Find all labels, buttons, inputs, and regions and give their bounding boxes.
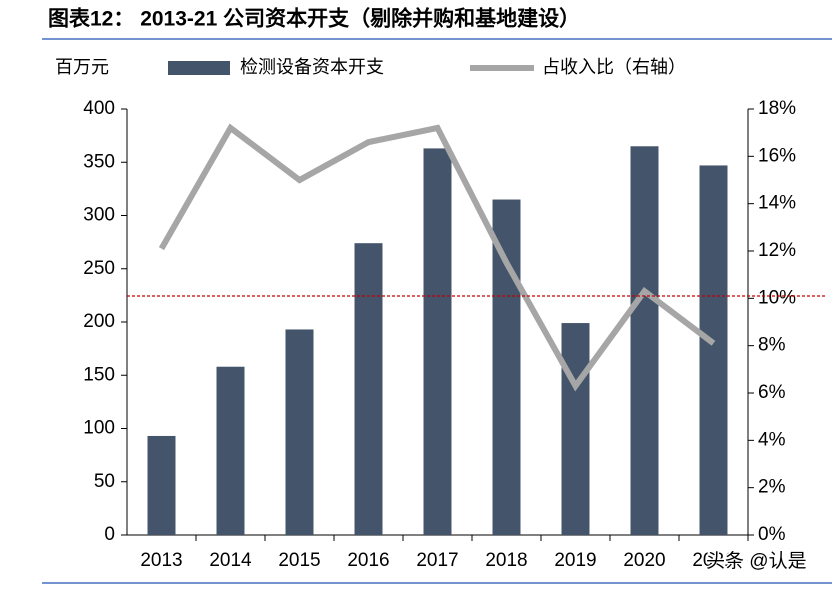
y2-tick-label: 12%: [758, 240, 796, 261]
x-tick-label: 2015: [278, 550, 320, 571]
y2-tick-label: 10%: [758, 287, 796, 308]
y2-tick-label: 4%: [758, 429, 786, 450]
x-tick-label: 2021: [692, 550, 734, 571]
y2-tick-label: 2%: [758, 477, 786, 498]
bar: [699, 165, 728, 535]
legend-swatch: [168, 61, 230, 75]
y-tick-label: 50: [94, 471, 115, 492]
y-tick-label: 150: [83, 364, 115, 385]
y-tick-label: 200: [83, 311, 115, 332]
bar: [561, 323, 590, 535]
y-tick-label: 300: [83, 205, 115, 226]
y2-tick-label: 0%: [758, 524, 786, 545]
y2-tick-label: 14%: [758, 193, 796, 214]
x-tick-label: 2018: [485, 550, 527, 571]
x-tick-label: 2013: [140, 550, 182, 571]
y-tick-label: 100: [83, 418, 115, 439]
chart-title: 图表12： 2013-21 公司资本开支（剔除并购和基地建设）: [48, 7, 580, 31]
x-tick-label: 2014: [209, 550, 252, 571]
legend-label: 占收入比（右轴）: [542, 57, 686, 77]
y-tick-label: 350: [83, 151, 115, 172]
x-tick-label: 2016: [347, 550, 389, 571]
x-tick-label: 2020: [623, 550, 665, 571]
y2-tick-label: 16%: [758, 145, 796, 166]
bar: [285, 329, 314, 535]
bar: [423, 148, 452, 535]
bar: [492, 199, 521, 535]
x-tick-label: 2017: [416, 550, 458, 571]
y-axis-label: 百万元: [55, 57, 109, 77]
watermark: 头条 @认是: [706, 550, 807, 572]
x-tick-label: 2019: [554, 550, 596, 571]
legend-label: 检测设备资本开支: [240, 57, 384, 77]
bar: [630, 146, 659, 535]
bar: [216, 366, 245, 535]
y-tick-label: 250: [83, 258, 115, 279]
y2-tick-label: 8%: [758, 335, 786, 356]
y-tick-label: 400: [83, 98, 115, 119]
line: [158, 123, 716, 392]
bar: [147, 435, 176, 535]
y2-tick-label: 6%: [758, 382, 786, 403]
y2-tick-label: 18%: [758, 98, 796, 119]
y-tick-label: 0: [104, 524, 115, 545]
bar: [354, 243, 383, 535]
